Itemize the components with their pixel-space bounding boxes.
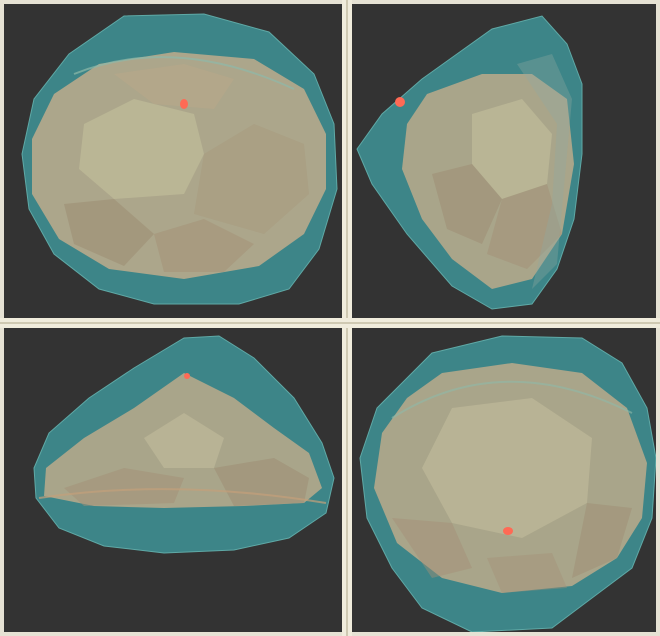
facet bbox=[572, 503, 632, 578]
marker bbox=[184, 373, 190, 379]
model-render-top-left bbox=[21, 13, 338, 305]
model-render-top-right bbox=[356, 15, 583, 310]
viewport-bottom-left[interactable] bbox=[4, 328, 342, 632]
equator-rim bbox=[38, 488, 327, 504]
facet bbox=[422, 398, 592, 538]
marker bbox=[503, 527, 513, 535]
facet bbox=[194, 124, 309, 234]
facet bbox=[144, 413, 224, 468]
facet bbox=[79, 99, 204, 199]
rim-highlight bbox=[73, 56, 295, 90]
facet bbox=[114, 64, 234, 109]
marker bbox=[180, 99, 188, 109]
facet bbox=[487, 184, 562, 269]
model-render-bottom-right bbox=[359, 335, 656, 632]
viewport-top-right[interactable] bbox=[352, 4, 656, 318]
viewport-bottom-right[interactable] bbox=[352, 328, 656, 632]
marker bbox=[395, 97, 405, 107]
facet bbox=[432, 164, 502, 244]
facet bbox=[472, 99, 552, 199]
facet bbox=[64, 468, 184, 506]
facet bbox=[64, 199, 154, 266]
rim-highlight bbox=[391, 380, 633, 419]
facet bbox=[154, 219, 254, 272]
viewport-top-left[interactable] bbox=[4, 4, 342, 318]
facet bbox=[214, 458, 309, 506]
facet bbox=[487, 553, 567, 593]
horizontal-splitter[interactable] bbox=[0, 318, 660, 328]
model-render-bottom-left bbox=[33, 335, 335, 554]
facet bbox=[517, 54, 572, 289]
facet bbox=[392, 518, 472, 578]
